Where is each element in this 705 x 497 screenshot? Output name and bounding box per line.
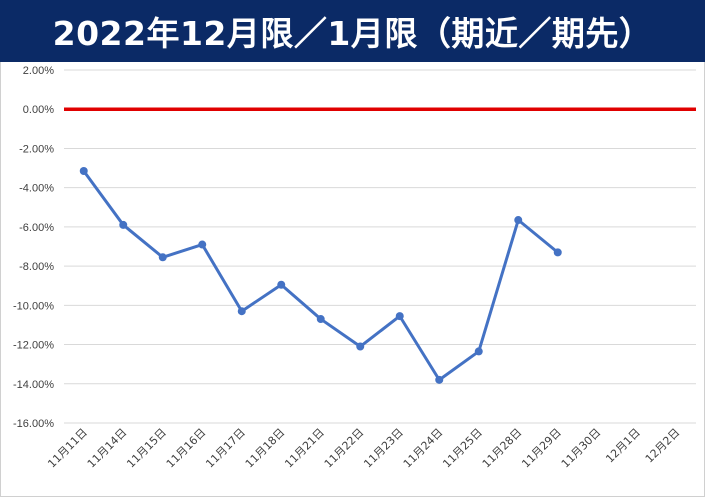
y-tick-label: -16.00% [13,418,54,430]
x-axis-ticks: 11月11日11月14日11月15日11月16日11月17日11月18日11月2… [45,426,682,471]
x-tick-label: 11月14日 [85,426,130,471]
data-point [395,312,404,321]
x-tick-label: 11月29日 [519,426,564,471]
data-point [158,253,167,262]
line-chart: 2.00% 0.00% -2.00% -4.00% -6.00% -8.00% -10.00… [13,65,696,471]
data-point [316,315,325,324]
y-tick-label: 2.00% [23,65,54,77]
series-group [79,166,562,384]
data-point [237,307,246,316]
series-line [82,170,559,382]
x-tick-label: 11月30日 [559,426,604,471]
x-tick-label: 11月16日 [164,426,209,471]
x-tick-label: 11月23日 [361,426,406,471]
x-tick-label: 12月2日 [643,426,683,466]
data-point [277,280,286,289]
data-point [474,347,483,356]
x-tick-label: 12月1日 [603,426,643,466]
y-tick-label: -8.00% [19,261,54,273]
data-point [514,216,523,225]
data-point [119,220,128,229]
data-point [79,166,88,175]
x-tick-label: 11月21日 [282,426,327,471]
y-tick-label: -4.00% [19,183,54,195]
x-tick-label: 11月24日 [401,426,446,471]
y-axis-ticks: 2.00% 0.00% -2.00% -4.00% -6.00% -8.00% -10.00… [13,65,54,430]
x-tick-label: 11月25日 [440,426,485,471]
x-tick-label: 11月18日 [243,426,288,471]
y-tick-label: -12.00% [13,340,54,352]
data-point [356,342,365,351]
data-point [198,240,207,249]
y-tick-label: -14.00% [13,379,54,391]
y-tick-label: -10.00% [13,300,54,312]
x-tick-label: 11月15日 [124,426,169,471]
x-tick-label: 11月17日 [203,426,248,471]
data-point [435,375,444,384]
data-point [553,248,562,257]
x-tick-label: 11月22日 [322,426,367,471]
x-tick-label: 11月28日 [480,426,525,471]
title-bar: 2022年12月限／1月限（期近／期先） [0,0,705,62]
y-tick-label: 0.00% [23,104,54,116]
gridlines [64,69,696,424]
y-tick-label: -6.00% [19,222,54,234]
x-tick-label: 11月11日 [45,426,90,471]
y-tick-label: -2.00% [19,143,54,155]
chart-title: 2022年12月限／1月限（期近／期先） [52,14,653,53]
